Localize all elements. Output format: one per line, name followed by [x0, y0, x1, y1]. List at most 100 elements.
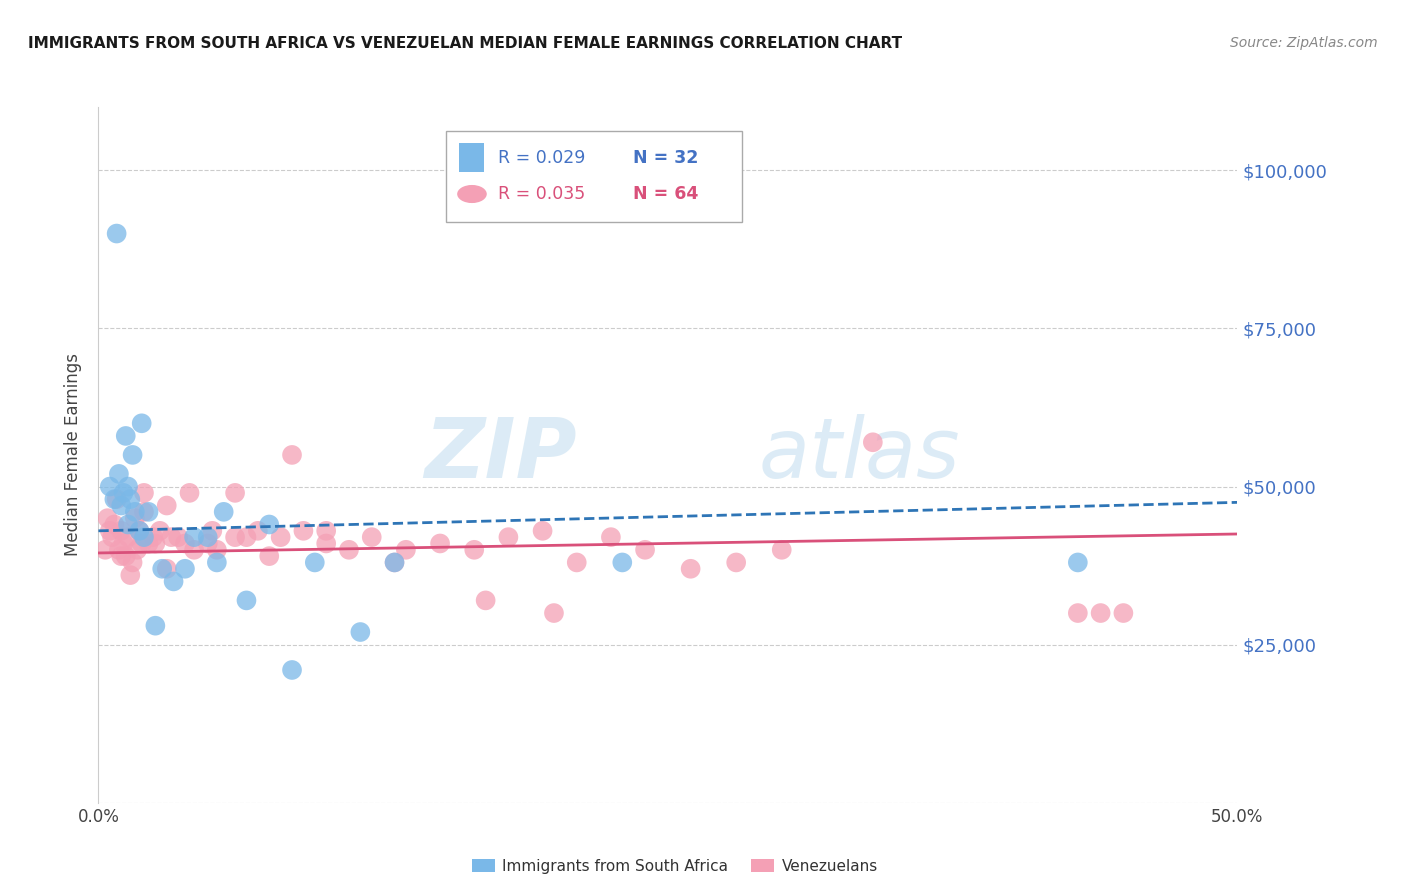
Point: [235, 593, 257, 607]
Y-axis label: Median Female Earnings: Median Female Earnings: [65, 353, 83, 557]
Point: [132, 530, 155, 544]
Point: [543, 606, 565, 620]
Point: [183, 542, 205, 557]
Text: R = 0.035: R = 0.035: [498, 185, 585, 203]
Point: [212, 505, 235, 519]
Point: [117, 530, 139, 544]
Point: [304, 556, 326, 570]
Point: [474, 593, 496, 607]
Point: [167, 530, 190, 544]
Point: [149, 524, 172, 538]
Point: [384, 556, 406, 570]
Point: [98, 479, 121, 493]
Point: [117, 517, 139, 532]
Point: [463, 542, 485, 557]
Point: [138, 536, 160, 550]
Point: [96, 511, 118, 525]
Point: [259, 517, 281, 532]
Point: [201, 524, 224, 538]
Point: [349, 625, 371, 640]
Point: [114, 549, 136, 563]
Point: [337, 542, 360, 557]
Point: [131, 417, 153, 431]
Point: [235, 530, 257, 544]
Point: [160, 530, 183, 544]
Point: [246, 524, 269, 538]
Point: [112, 536, 135, 550]
Point: [224, 486, 246, 500]
Point: [612, 556, 634, 570]
Point: [429, 536, 451, 550]
Point: [110, 524, 132, 538]
Text: atlas: atlas: [759, 415, 960, 495]
Point: [315, 524, 337, 538]
Point: [259, 549, 281, 563]
FancyBboxPatch shape: [446, 131, 742, 222]
Point: [1090, 606, 1112, 620]
Point: [770, 542, 793, 557]
Point: [862, 435, 884, 450]
Point: [108, 467, 131, 481]
Point: [112, 486, 135, 500]
Point: [270, 530, 292, 544]
Point: [1067, 606, 1090, 620]
Point: [121, 448, 143, 462]
Point: [117, 479, 139, 493]
Point: [105, 227, 128, 241]
Point: [142, 530, 165, 544]
Point: [145, 618, 167, 632]
Point: [1112, 606, 1135, 620]
Point: [94, 542, 117, 557]
Point: [183, 530, 205, 544]
Point: [565, 556, 588, 570]
Point: [150, 562, 173, 576]
Circle shape: [457, 185, 486, 203]
Point: [127, 542, 149, 557]
Point: [725, 556, 748, 570]
Text: ZIP: ZIP: [425, 415, 576, 495]
Point: [132, 505, 155, 519]
Point: [174, 536, 197, 550]
Point: [179, 486, 201, 500]
Point: [138, 505, 160, 519]
Point: [281, 448, 304, 462]
Point: [124, 505, 146, 519]
Point: [114, 429, 136, 443]
Point: [531, 524, 554, 538]
Point: [110, 499, 132, 513]
Point: [174, 562, 197, 576]
Point: [315, 536, 337, 550]
Point: [384, 556, 406, 570]
Point: [634, 542, 657, 557]
Point: [205, 556, 228, 570]
Point: [103, 517, 125, 532]
Point: [128, 524, 150, 538]
Point: [145, 536, 167, 550]
Point: [132, 486, 155, 500]
Point: [110, 549, 132, 563]
Point: [121, 556, 143, 570]
Text: N = 64: N = 64: [633, 185, 697, 203]
Legend: Immigrants from South Africa, Venezuelans: Immigrants from South Africa, Venezuelan…: [465, 853, 884, 880]
Point: [281, 663, 304, 677]
Point: [498, 530, 520, 544]
Point: [103, 492, 125, 507]
Point: [679, 562, 702, 576]
Text: R = 0.029: R = 0.029: [498, 149, 585, 167]
Point: [101, 530, 124, 544]
Point: [156, 499, 179, 513]
Point: [128, 524, 150, 538]
Point: [1067, 556, 1090, 570]
Text: N = 32: N = 32: [633, 149, 697, 167]
Point: [131, 536, 153, 550]
Text: IMMIGRANTS FROM SOUTH AFRICA VS VENEZUELAN MEDIAN FEMALE EARNINGS CORRELATION CH: IMMIGRANTS FROM SOUTH AFRICA VS VENEZUEL…: [28, 36, 903, 51]
Point: [360, 530, 382, 544]
Point: [98, 524, 121, 538]
Point: [205, 542, 228, 557]
Text: Source: ZipAtlas.com: Source: ZipAtlas.com: [1230, 36, 1378, 50]
Point: [162, 574, 184, 589]
Point: [395, 542, 418, 557]
Point: [197, 530, 219, 544]
Point: [120, 568, 142, 582]
Point: [105, 492, 128, 507]
